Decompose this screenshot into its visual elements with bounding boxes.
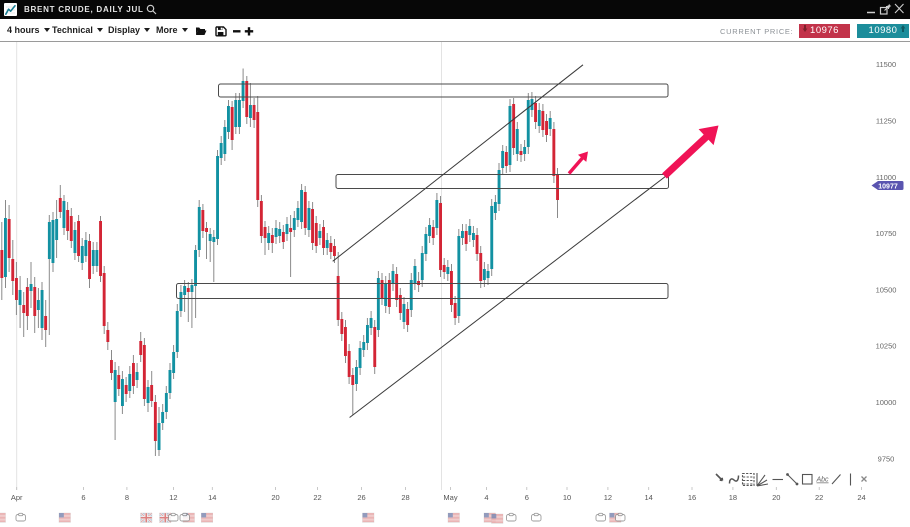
svg-text:24: 24: [857, 493, 865, 502]
svg-text:Abc: Abc: [816, 477, 830, 484]
svg-text:14: 14: [208, 493, 216, 502]
svg-text:12: 12: [604, 493, 612, 502]
svg-text:22: 22: [313, 493, 321, 502]
svg-text:12: 12: [169, 493, 177, 502]
svg-text:20: 20: [772, 493, 780, 502]
svg-text:Apr: Apr: [11, 493, 23, 502]
svg-text:10: 10: [563, 493, 571, 502]
svg-text:10500: 10500: [876, 285, 897, 294]
svg-text:6: 6: [525, 493, 529, 502]
svg-text:16: 16: [688, 493, 696, 502]
svg-text:9750: 9750: [878, 454, 895, 463]
svg-text:11000: 11000: [876, 173, 896, 182]
svg-text:10250: 10250: [876, 342, 897, 351]
svg-text:6: 6: [81, 493, 85, 502]
svg-text:8: 8: [125, 493, 129, 502]
svg-text:14: 14: [645, 493, 653, 502]
svg-text:10750: 10750: [876, 229, 897, 238]
svg-text:4: 4: [484, 493, 488, 502]
svg-text:May: May: [443, 493, 457, 502]
svg-text:11250: 11250: [876, 117, 896, 126]
svg-text:28: 28: [401, 493, 409, 502]
svg-text:18: 18: [729, 493, 737, 502]
svg-text:22: 22: [815, 493, 823, 502]
svg-text:26: 26: [357, 493, 365, 502]
svg-text:10000: 10000: [876, 398, 897, 407]
svg-text:11500: 11500: [876, 60, 896, 69]
svg-text:20: 20: [271, 493, 279, 502]
svg-text:10977: 10977: [878, 183, 898, 190]
